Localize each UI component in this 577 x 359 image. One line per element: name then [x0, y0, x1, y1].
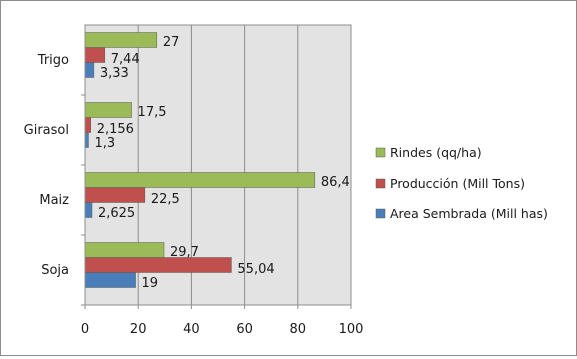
legend-label-rindes-qq-ha: Rindes (qq/ha)	[390, 145, 482, 160]
legend: Rindes (qq/ha) Producción (Mill Tons) Area…	[375, 145, 548, 221]
data-label-rindes-qq-ha-girasol: 17,5	[138, 105, 167, 120]
bar-area-sembrada-mill-has-trigo	[84, 62, 95, 78]
y-tick-label-girasol: Girasol	[24, 123, 69, 138]
legend-swatch-rindes-qq-ha	[375, 147, 386, 158]
data-label-rindes-qq-ha-maiz: 86,4	[321, 175, 350, 190]
data-label-area-sembrada-mill-has-soja: 19	[142, 276, 159, 291]
axes: 0 20 40 60 80 100 Soja Maiz Girasol Trigo	[24, 25, 364, 337]
x-tick-label: 80	[290, 322, 307, 337]
y-tick-label-soja: Soja	[41, 263, 69, 278]
x-tick-label: 60	[236, 322, 253, 337]
bar-rindes-qq-ha-maiz	[84, 172, 316, 188]
x-tick-label: 20	[130, 322, 147, 337]
bar-area-sembrada-mill-has-girasol	[84, 132, 89, 148]
legend-swatch-area-sembrada-mill-has	[375, 208, 386, 219]
legend-label-produccion-mill-tons: Producción (Mill Tons)	[390, 176, 525, 191]
bar-rindes-qq-ha-soja	[84, 242, 165, 258]
data-label-produccion-mill-tons-trigo: 7,44	[111, 52, 140, 67]
bar-rindes-qq-ha-trigo	[84, 32, 158, 48]
bar-area-sembrada-mill-has-soja	[84, 272, 136, 288]
data-label-area-sembrada-mill-has-trigo: 3,33	[100, 66, 129, 81]
bar-produccion-mill-tons-maiz	[84, 187, 146, 203]
data-label-produccion-mill-tons-girasol: 2,156	[97, 122, 134, 137]
bar-produccion-mill-tons-trigo	[84, 47, 106, 63]
bar-produccion-mill-tons-girasol	[84, 117, 91, 133]
bar-rindes-qq-ha-girasol	[84, 102, 132, 118]
data-label-rindes-qq-ha-soja: 29,7	[170, 245, 199, 260]
x-tick-label: 0	[81, 322, 89, 337]
x-tick-label: 100	[339, 322, 364, 337]
y-tick-label-trigo: Trigo	[37, 53, 69, 68]
legend-swatch-produccion-mill-tons	[375, 178, 386, 189]
bars: 19 55,04 29,7 2,625 22,5 86,4 1,32,156 17,5 3,33…	[84, 32, 350, 291]
bar-area-sembrada-mill-has-maiz	[84, 202, 93, 218]
x-tick-label: 40	[183, 322, 200, 337]
y-tick-label-maiz: Maiz	[39, 193, 69, 208]
data-label-produccion-mill-tons-soja: 55,04	[237, 262, 274, 277]
legend-label-area-sembrada-mill-has: Area Sembrada (Mill has)	[390, 206, 548, 221]
data-label-area-sembrada-mill-has-maiz: 2,625	[98, 206, 135, 221]
data-label-rindes-qq-ha-trigo: 27	[163, 35, 180, 50]
bar-produccion-mill-tons-soja	[84, 257, 232, 273]
data-label-area-sembrada-mill-has-girasol: 1,3	[94, 136, 115, 151]
data-label-produccion-mill-tons-maiz: 22,5	[151, 192, 180, 207]
